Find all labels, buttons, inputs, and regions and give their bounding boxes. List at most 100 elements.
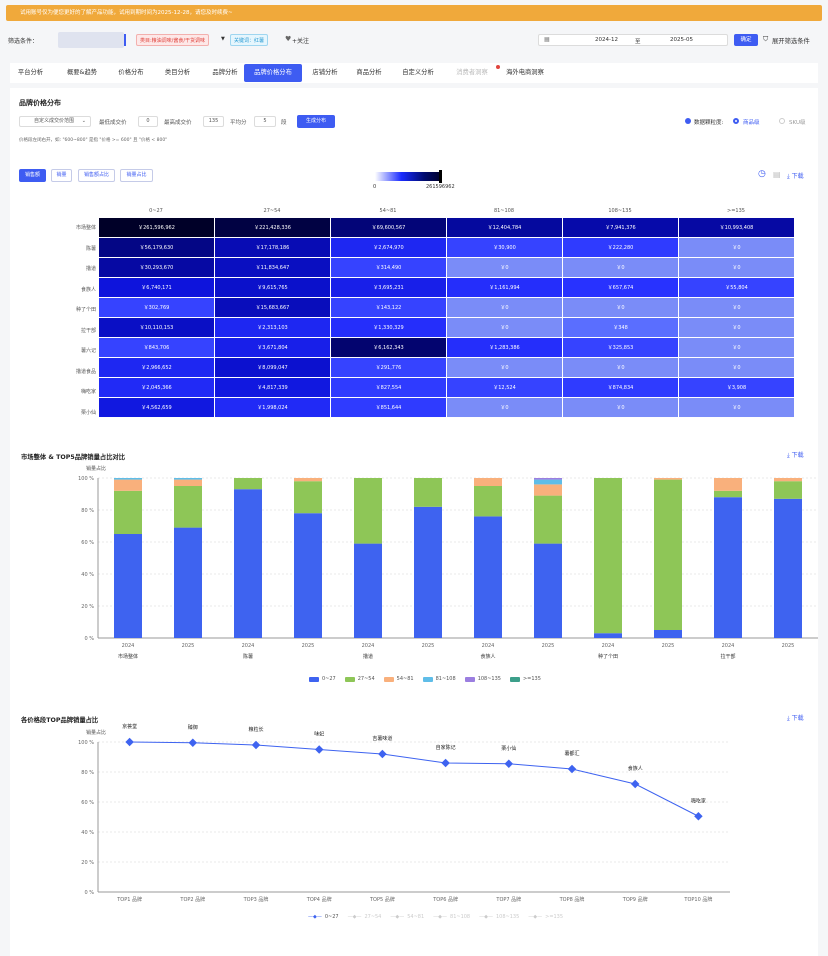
heatmap-cell[interactable]: ￥851,644 — [330, 397, 447, 418]
legend-item[interactable]: 0~27 — [309, 676, 336, 682]
heatmap-cell[interactable]: ￥7,941,376 — [562, 217, 679, 238]
data-point[interactable] — [694, 812, 703, 821]
color-scale-handle[interactable] — [439, 170, 442, 183]
bar-segment[interactable] — [534, 495, 562, 544]
heatmap-cell[interactable]: ￥0 — [446, 397, 563, 418]
legend-item[interactable]: —◆— 0~27 — [308, 914, 339, 920]
heatmap-cell[interactable]: ￥843,706 — [98, 337, 215, 358]
heatmap-cell[interactable]: ￥0 — [446, 317, 563, 338]
bar-segment[interactable] — [654, 478, 682, 480]
tab-2[interactable]: 概要&趋势 — [66, 69, 98, 76]
tab-10[interactable]: 消费者洞察 — [446, 64, 500, 82]
tab-3[interactable]: 价格分布 — [118, 69, 144, 76]
bar-segment[interactable] — [174, 479, 202, 486]
tab-1[interactable]: 平台分析 — [17, 69, 44, 76]
heatmap-cell[interactable]: ￥0 — [446, 257, 563, 278]
heatmap-cell[interactable]: ￥4,817,339 — [214, 377, 331, 398]
bar-segment[interactable] — [474, 478, 502, 486]
bar-segment[interactable] — [294, 478, 322, 482]
bar-segment[interactable] — [474, 486, 502, 517]
legend-item[interactable]: >=135 — [509, 676, 541, 682]
heatmap-cell[interactable]: ￥1,283,386 — [446, 337, 563, 358]
min-price-input[interactable]: 0 — [138, 116, 158, 127]
bar-segment[interactable] — [114, 479, 142, 491]
legend-item[interactable]: 54~81 — [383, 676, 414, 682]
heatmap-cell[interactable]: ￥0 — [562, 257, 679, 278]
heatmap-cell[interactable]: ￥348 — [562, 317, 679, 338]
bar-segment[interactable] — [114, 478, 142, 480]
heatmap-cell[interactable]: ￥6,740,171 — [98, 277, 215, 298]
data-point[interactable] — [630, 779, 640, 789]
bar-segment[interactable] — [294, 481, 322, 514]
heatmap-cell[interactable]: ￥4,562,659 — [98, 397, 215, 418]
heatmap-cell[interactable]: ￥55,804 — [678, 277, 795, 298]
bar-segment[interactable] — [714, 490, 742, 498]
category-tag[interactable]: 类目:粮油调味/酱食/干货调味 — [136, 34, 210, 46]
legend-item-disabled[interactable]: —◆— 54~81 — [390, 914, 424, 920]
heatmap-cell[interactable]: ￥0 — [562, 297, 679, 318]
data-point[interactable] — [125, 737, 134, 747]
keyword-tag[interactable]: 关键词：红薯 — [230, 34, 269, 46]
metric-sales-volume-button[interactable]: 销量 — [51, 169, 72, 182]
bar-segment[interactable] — [234, 489, 262, 638]
legend-item[interactable]: 27~54 — [344, 676, 375, 682]
tab-9[interactable]: 自定义分析 — [402, 69, 434, 76]
heatmap-cell[interactable]: ￥10,110,153 — [98, 317, 215, 338]
tab-11[interactable]: 海外电商洞察 — [506, 69, 544, 76]
heatmap-cell[interactable]: ￥12,524 — [446, 377, 563, 398]
heatmap-cell[interactable]: ￥0 — [678, 237, 795, 258]
heatmap-cell[interactable]: ￥0 — [678, 317, 795, 338]
date-range-picker[interactable]: ▦ 2024-12 至 2025-05 — [538, 34, 728, 46]
heatmap-cell[interactable]: ￥10,993,408 — [678, 217, 795, 238]
heatmap-cell[interactable]: ￥2,313,103 — [214, 317, 331, 338]
download-button-chart2[interactable]: ⤓ 下载 — [787, 713, 804, 723]
bar-segment[interactable] — [114, 490, 142, 534]
follow-button[interactable]: +关注 — [292, 38, 310, 45]
heatmap-cell[interactable]: ￥0 — [678, 357, 795, 378]
tab-7[interactable]: 店铺分析 — [312, 69, 338, 76]
heatmap-cell[interactable]: ￥314,490 — [330, 257, 447, 278]
bar-segment[interactable] — [654, 630, 682, 638]
bar-segment[interactable] — [534, 484, 562, 496]
heatmap-cell[interactable]: ￥2,045,366 — [98, 377, 215, 398]
download-button-heatmap[interactable]: ⤓ 下载 — [787, 171, 804, 181]
heatmap-cell[interactable]: ￥69,600,567 — [330, 217, 447, 238]
chevron-down-icon[interactable]: ▼ — [221, 36, 225, 42]
heatmap-cell[interactable]: ￥8,099,047 — [214, 357, 331, 378]
tab-5[interactable]: 品牌分析 — [212, 69, 238, 76]
price-range-select[interactable]: 自定义成交价范围 ⌄ — [19, 116, 91, 127]
bar-segment[interactable] — [294, 513, 322, 638]
heatmap-cell[interactable]: ￥3,671,804 — [214, 337, 331, 358]
heatmap-cell[interactable]: ￥0 — [446, 297, 563, 318]
legend-item-disabled[interactable]: —◆— 27~54 — [348, 914, 382, 920]
generate-button[interactable]: 生成分布 — [297, 115, 335, 128]
heatmap-cell[interactable]: ￥874,834 — [562, 377, 679, 398]
date-end[interactable]: 2025-05 — [670, 37, 693, 43]
metric-volume-share-button[interactable]: 销量占比 — [120, 169, 153, 182]
bar-segment[interactable] — [414, 506, 442, 638]
heatmap-cell[interactable]: ￥9,615,765 — [214, 277, 331, 298]
table-icon[interactable]: ▤ — [773, 170, 781, 179]
bar-segment[interactable] — [234, 478, 262, 490]
heatmap-cell[interactable]: ￥2,674,970 — [330, 237, 447, 258]
expand-filter-button[interactable]: 展开筛选条件 — [772, 38, 810, 45]
data-point[interactable] — [188, 738, 198, 747]
bar-segment[interactable] — [654, 479, 682, 630]
heatmap-cell[interactable]: ￥1,161,994 — [446, 277, 563, 298]
data-point[interactable] — [378, 749, 387, 759]
heatmap-cell[interactable]: ￥221,428,336 — [214, 217, 331, 238]
heatmap-cell[interactable]: ￥143,122 — [330, 297, 447, 318]
bar-segment[interactable] — [114, 534, 142, 638]
heatmap-cell[interactable]: ￥2,966,652 — [98, 357, 215, 378]
data-point[interactable] — [441, 758, 450, 768]
heatmap-cell[interactable]: ￥56,179,630 — [98, 237, 215, 258]
bar-segment[interactable] — [594, 633, 622, 638]
bar-segment[interactable] — [414, 478, 442, 507]
tab-8[interactable]: 商品分析 — [356, 69, 382, 76]
heatmap-cell[interactable]: ￥3,695,231 — [330, 277, 447, 298]
heatmap-cell[interactable]: ￥0 — [678, 337, 795, 358]
bar-segment[interactable] — [534, 479, 562, 485]
data-point[interactable] — [314, 745, 324, 754]
bar-segment[interactable] — [534, 543, 562, 638]
legend-item[interactable]: 108~135 — [464, 676, 501, 682]
